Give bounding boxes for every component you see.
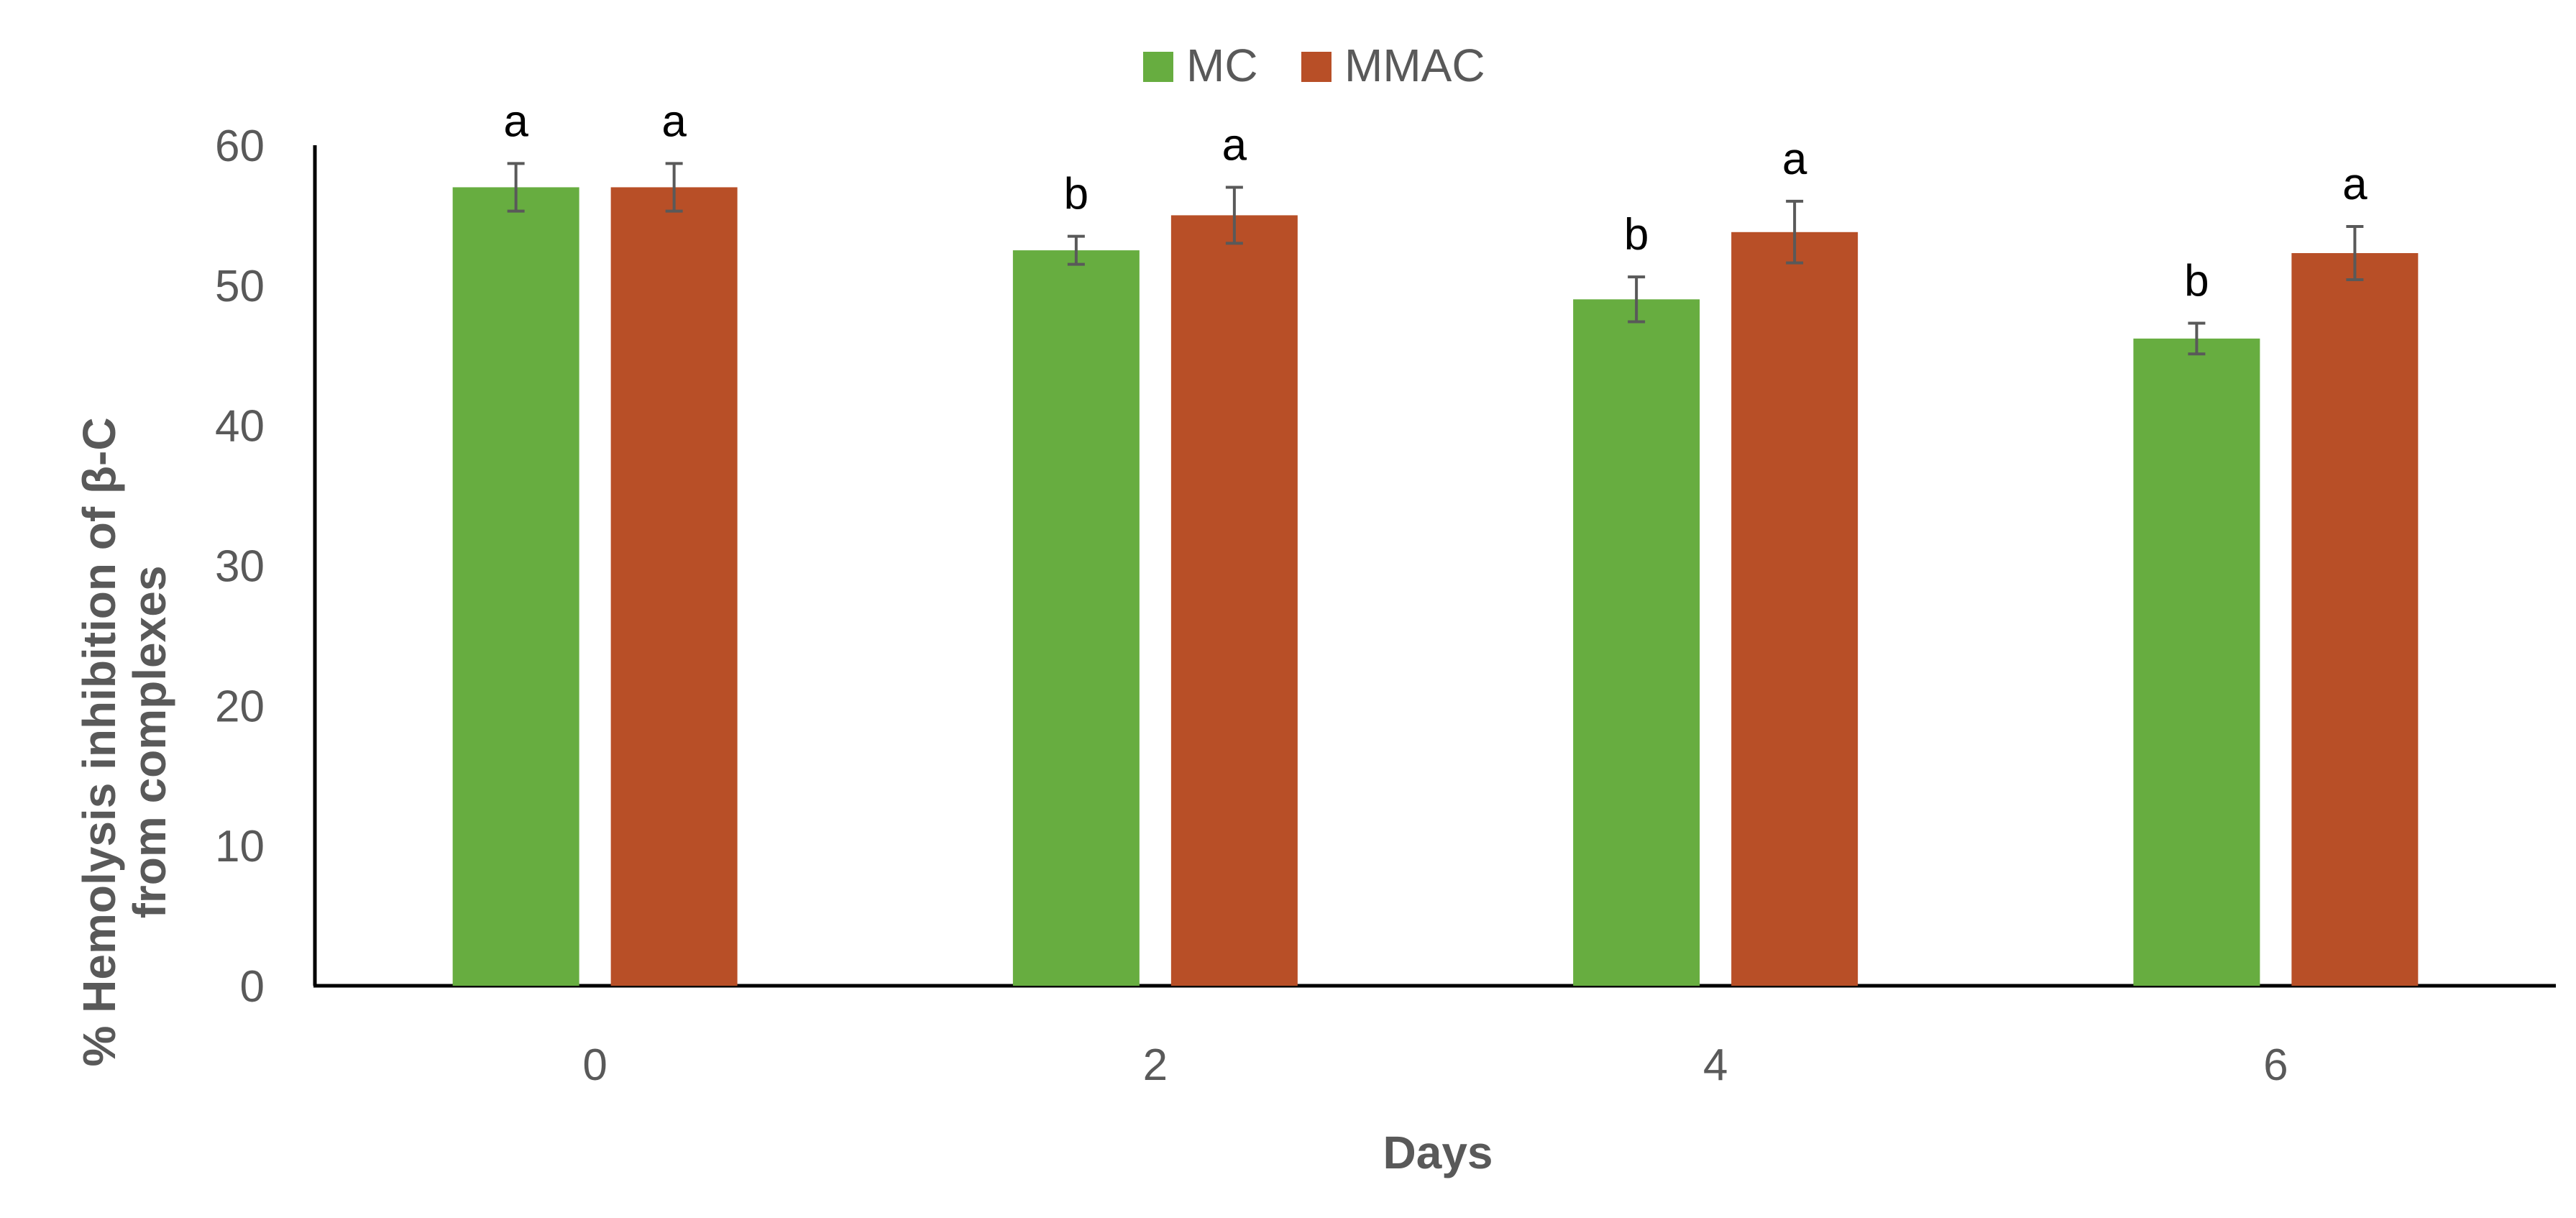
x-tick-label: 4 [1703, 1040, 1728, 1090]
x-ticks: 0 2 4 6 [582, 1040, 2288, 1090]
x-tick-label: 2 [1143, 1040, 1168, 1090]
error-bar [1067, 234, 1085, 266]
bar-mc-day-6 [2133, 338, 2260, 986]
legend-swatch-mmac [1301, 52, 1331, 82]
error-bar [1225, 186, 1243, 245]
y-axis-title: % Hemolysis inhibition of β-C from compl… [73, 417, 175, 1066]
error-bar [2188, 321, 2206, 356]
bar-mmac-day-6 [2291, 253, 2419, 986]
error-bar [507, 162, 525, 213]
y-axis-title-line-2: from complexes [124, 566, 175, 919]
y-ticks: 0 10 20 30 40 50 60 [215, 122, 265, 1012]
y-tick-label: 10 [215, 822, 265, 871]
y-tick-label: 20 [215, 682, 265, 731]
y-tick-label: 40 [215, 402, 265, 452]
significance-label: b [1624, 210, 1649, 260]
y-tick-label: 0 [240, 962, 265, 1012]
x-tick-label: 0 [582, 1040, 607, 1090]
legend-label-mmac: MMAC [1344, 40, 1485, 91]
significance-label: b [1064, 170, 1088, 219]
significance-label: a [1782, 134, 1807, 184]
bars: a a b a b a b a [452, 96, 2419, 986]
error-bar [1786, 199, 1804, 265]
legend: MC MMAC [1143, 40, 1485, 91]
significance-label: a [1222, 120, 1247, 170]
legend-label-mc: MC [1186, 40, 1258, 91]
y-tick-label: 30 [215, 542, 265, 592]
bar-mmac-day-2 [1170, 215, 1298, 986]
bar-mmac-day-4 [1731, 232, 1858, 986]
y-tick-label: 50 [215, 262, 265, 311]
significance-label: a [503, 96, 528, 146]
y-axis-title-line-1: % Hemolysis inhibition of β-C [73, 417, 125, 1066]
bar-mmac-day-0 [610, 187, 738, 986]
significance-label: a [2342, 160, 2368, 209]
error-bar [1628, 275, 1646, 324]
x-tick-label: 6 [2263, 1040, 2288, 1090]
bar-mc-day-4 [1573, 299, 1700, 986]
error-bar [665, 162, 683, 213]
significance-label: a [661, 96, 687, 146]
legend-swatch-mc [1143, 52, 1173, 82]
significance-label: b [2184, 256, 2209, 306]
error-bar [2346, 225, 2364, 282]
x-axis-title: Days [1383, 1127, 1493, 1178]
y-tick-label: 60 [215, 122, 265, 171]
bar-mc-day-2 [1012, 250, 1140, 986]
bar-mc-day-0 [452, 187, 579, 986]
